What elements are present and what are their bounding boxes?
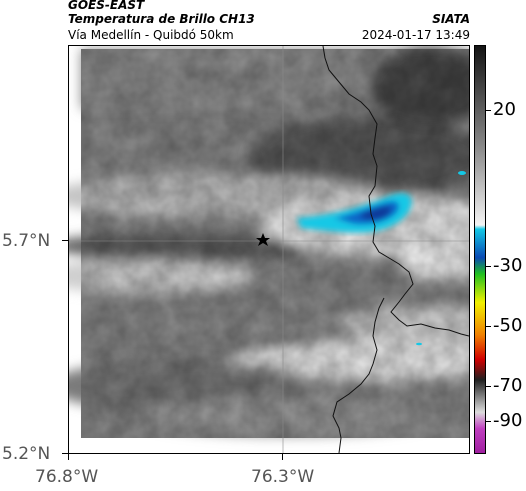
colorbar-label-neg30: -30: [493, 255, 523, 276]
colorbar-label-neg90: -90: [493, 410, 523, 431]
lat-label-5-2: 5.2°N: [2, 444, 51, 464]
star-icon: [256, 233, 270, 246]
lon-label-76-8: 76.8°W: [35, 467, 99, 487]
satellite-map: [68, 45, 470, 454]
map-image: [69, 46, 469, 453]
satellite-title: GOES-EAST: [68, 0, 145, 12]
colorbar-label-neg70: -70: [493, 375, 523, 396]
lon-label-76-3: 76.3°W: [251, 467, 315, 487]
colorbar-label-20: 20: [493, 99, 516, 120]
colorbar: [474, 45, 486, 454]
lat-label-5-7: 5.7°N: [2, 231, 51, 251]
timestamp-label: 2024-01-17 13:49: [361, 28, 470, 42]
product-title: Temperatura de Brillo CH13: [68, 12, 255, 26]
route-subtitle: Vía Medellín - Quibdó 50km: [68, 28, 234, 42]
colorbar-label-neg50: -50: [493, 315, 523, 336]
org-label: SIATA: [432, 12, 470, 26]
